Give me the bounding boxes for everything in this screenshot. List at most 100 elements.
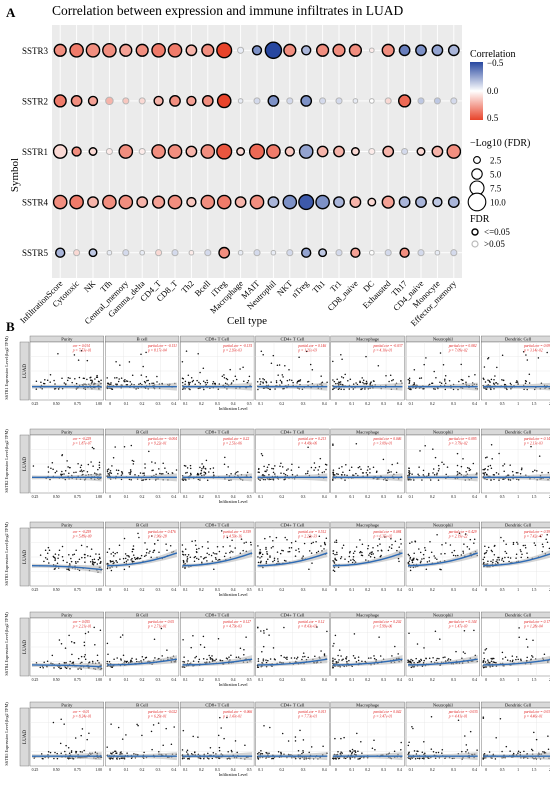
scatter-x-tick-label: 0.1 xyxy=(258,678,263,682)
scatter-point xyxy=(130,479,132,481)
scatter-point xyxy=(58,639,61,641)
scatter-point xyxy=(134,558,137,561)
scatter-point xyxy=(270,362,273,365)
bubble xyxy=(55,247,66,258)
scatter-point xyxy=(388,471,390,473)
scatter-point xyxy=(154,462,156,464)
scatter-point xyxy=(60,667,63,669)
scatter-point xyxy=(444,378,446,380)
scatter-point xyxy=(444,375,447,377)
scatter-point xyxy=(433,474,436,476)
scatter-point xyxy=(505,543,507,545)
scatter-point xyxy=(340,376,343,378)
scatter-point xyxy=(445,473,447,476)
scatter-point xyxy=(434,456,437,459)
scatter-point xyxy=(348,388,351,390)
scatter-point xyxy=(368,554,370,556)
scatter-x-tick-label: 1.5 xyxy=(532,402,537,406)
scatter-stat-p: p = 2.21e-01 xyxy=(72,625,92,629)
scatter-point xyxy=(277,750,280,753)
scatter-row-strip xyxy=(19,434,30,494)
scatter-point xyxy=(183,661,186,663)
scatter-x-tick-label: 1.5 xyxy=(532,588,537,592)
scatter-stat-p: p = 7.42e-47 xyxy=(523,535,543,539)
scatter-trend-line xyxy=(31,565,102,571)
scatter-point xyxy=(265,661,268,664)
scatter-point xyxy=(335,541,338,543)
scatter-point xyxy=(61,377,63,380)
scatter-point xyxy=(483,468,486,471)
scatter-point xyxy=(348,659,350,662)
scatter-point xyxy=(259,378,261,380)
scatter-point xyxy=(482,661,484,664)
scatter-point xyxy=(175,469,178,471)
scatter-point xyxy=(357,758,359,760)
scatter-point xyxy=(501,557,504,560)
scatter-point xyxy=(194,656,196,659)
scatter-point xyxy=(110,569,113,572)
scatter-point xyxy=(47,466,50,468)
scatter-point xyxy=(520,658,522,660)
scatter-point xyxy=(348,469,351,471)
scatter-point xyxy=(52,721,55,724)
y-tick-label: SSTR1 xyxy=(22,147,48,157)
scatter-point xyxy=(182,660,184,663)
scatter-point xyxy=(436,657,438,660)
scatter-point xyxy=(272,545,274,548)
bubble xyxy=(401,147,409,156)
scatter-point xyxy=(206,379,208,382)
scatter-point xyxy=(51,462,54,464)
scatter-stat-cor: partial.cor = -0.151 xyxy=(147,344,177,348)
scatter-point xyxy=(95,553,97,555)
scatter-point xyxy=(237,470,239,473)
scatter-point xyxy=(230,749,233,752)
scatter-point xyxy=(265,562,268,564)
scatter-stat-p: p = 7.09e-02 xyxy=(448,349,468,353)
scatter-point xyxy=(167,472,170,475)
scatter-point xyxy=(421,558,423,560)
scatter-point xyxy=(288,547,291,549)
scatter-point xyxy=(361,752,363,754)
scatter-panel-title: Dendritic Cell xyxy=(505,430,532,435)
scatter-point xyxy=(407,479,410,481)
scatter-point xyxy=(291,379,293,382)
scatter-point xyxy=(77,359,80,361)
bubble xyxy=(119,43,133,57)
scatter-point xyxy=(509,479,512,481)
scatter-point xyxy=(371,551,373,553)
scatter-point xyxy=(517,543,519,545)
scatter-point xyxy=(332,552,335,555)
scatter-x-tick-label: 0.4 xyxy=(472,768,477,772)
scatter-point xyxy=(214,553,216,555)
scatter-point xyxy=(79,466,82,469)
scatter-point xyxy=(74,737,77,739)
scatter-point xyxy=(302,739,305,741)
scatter-point xyxy=(417,473,419,475)
scatter-point xyxy=(452,554,455,557)
scatter-point xyxy=(211,658,213,660)
scatter-point xyxy=(107,653,109,656)
scatter-panel-title: CD4+ T Cell xyxy=(281,703,306,708)
scatter-point xyxy=(55,470,58,472)
scatter-x-tick-label: 0.4 xyxy=(172,768,177,772)
scatter-point xyxy=(492,561,494,564)
scatter-x-tick-label: 0.4 xyxy=(397,402,402,406)
scatter-point xyxy=(112,551,114,554)
bubble xyxy=(118,144,134,159)
scatter-point xyxy=(125,560,128,562)
scatter-point xyxy=(341,358,343,360)
scatter-point xyxy=(296,382,298,384)
scatter-panel-title: Neutrophil xyxy=(433,613,454,618)
scatter-row-cancer-label: LUAD xyxy=(23,457,28,471)
scatter-point xyxy=(203,388,205,391)
scatter-point xyxy=(333,570,336,572)
scatter-point xyxy=(53,379,55,382)
scatter-point xyxy=(337,751,339,753)
scatter-point xyxy=(81,728,84,730)
scatter-stat-cor: partial.cor = 0.202 xyxy=(373,620,402,624)
scatter-point xyxy=(144,657,147,659)
scatter-point xyxy=(115,383,117,385)
scatter-point xyxy=(214,557,217,559)
scatter-x-tick-label: 0.4 xyxy=(397,495,402,499)
scatter-point xyxy=(58,549,61,551)
